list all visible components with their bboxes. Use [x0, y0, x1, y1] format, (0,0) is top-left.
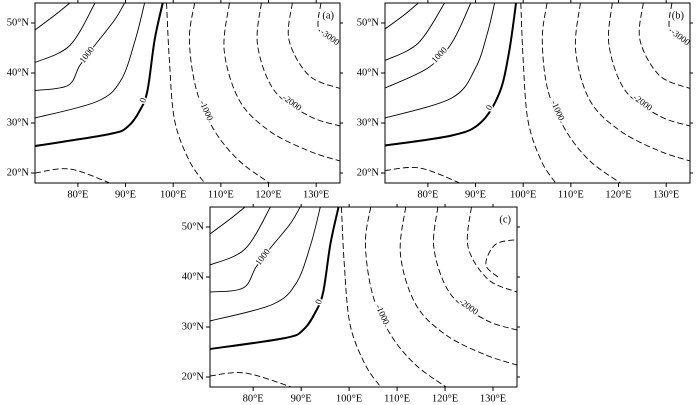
x-tick-label: 130°E — [653, 189, 679, 200]
contour-line — [35, 3, 125, 91]
y-tick-label: 20°N — [357, 167, 380, 178]
y-tick-label: 50°N — [357, 17, 380, 28]
contour-line — [210, 207, 340, 350]
contour-line — [166, 3, 206, 183]
contour-line — [210, 207, 271, 266]
contour-line — [638, 3, 690, 89]
contour-label: -2000 — [457, 296, 480, 317]
contour-label: -1000 — [374, 303, 392, 327]
contour-label: -2000 — [281, 92, 304, 113]
contour-line — [466, 207, 517, 293]
contour-line — [35, 3, 96, 63]
contour-line — [608, 3, 690, 127]
contour-label: -1000 — [198, 99, 216, 123]
x-tick-label: 130°E — [303, 189, 329, 200]
contour-line — [399, 207, 517, 366]
x-tick-label: 110°E — [558, 189, 584, 200]
x-tick-label: 90°E — [291, 393, 312, 404]
x-tick-label: 110°E — [384, 393, 410, 404]
plot-frame — [209, 206, 518, 388]
x-tick-label: 120°E — [255, 189, 281, 200]
contour-line — [210, 372, 292, 387]
y-tick-label: 50°N — [7, 17, 30, 28]
contour-line — [188, 3, 270, 183]
contour-line — [385, 167, 460, 183]
contour-line — [385, 3, 472, 89]
contour-line — [223, 3, 340, 162]
contour-line — [364, 207, 447, 387]
contour-line — [668, 3, 690, 46]
contour-line — [385, 3, 518, 147]
y-tick-label: 50°N — [182, 221, 205, 232]
y-tick-label: 40°N — [357, 67, 380, 78]
x-tick-label: 90°E — [465, 189, 486, 200]
y-tick-label: 30°N — [357, 117, 380, 128]
contour-line — [385, 3, 445, 61]
contour-line — [317, 3, 340, 46]
contour-line — [35, 3, 164, 147]
contour-line — [35, 3, 146, 119]
plot-frame — [384, 2, 691, 184]
contour-label: -2000 — [631, 92, 654, 113]
contour-line — [287, 3, 340, 89]
contour-line — [210, 207, 321, 322]
y-tick-label: 30°N — [182, 321, 205, 332]
contour-line — [256, 3, 340, 127]
panel-label: (b) — [672, 10, 685, 21]
y-tick-label: 40°N — [7, 67, 30, 78]
x-tick-label: 80°E — [67, 189, 88, 200]
y-tick-label: 20°N — [7, 167, 30, 178]
contour-line — [574, 3, 690, 162]
panel-label: (c) — [499, 214, 511, 225]
contour-line — [35, 168, 110, 183]
contour-label: -3000 — [319, 27, 342, 48]
contour-line — [520, 3, 556, 183]
plot-frame — [34, 2, 341, 184]
x-tick-label: 100°E — [160, 189, 186, 200]
x-tick-label: 120°E — [605, 189, 631, 200]
contour-line — [385, 3, 496, 119]
x-tick-label: 110°E — [208, 189, 234, 200]
x-tick-label: 100°E — [336, 393, 362, 404]
contour-line — [433, 207, 517, 331]
contour-line — [35, 3, 71, 31]
contour-label: 0 — [313, 297, 324, 305]
x-tick-label: 130°E — [480, 393, 506, 404]
contour-line — [485, 239, 517, 278]
contour-line — [210, 207, 246, 235]
contour-label: -3000 — [669, 27, 692, 48]
contour-line — [541, 3, 621, 183]
x-tick-label: 80°E — [243, 393, 264, 404]
x-tick-label: 80°E — [417, 189, 438, 200]
y-tick-label: 30°N — [7, 117, 30, 128]
contour-label: 0 — [137, 96, 148, 104]
y-tick-label: 40°N — [182, 271, 205, 282]
panel-label: (a) — [322, 10, 334, 21]
contour-line — [385, 3, 419, 30]
contour-label: 1000 — [429, 45, 449, 65]
contour-label: -1000 — [549, 99, 567, 123]
x-tick-label: 90°E — [115, 189, 136, 200]
contour-line — [340, 207, 382, 387]
contour-line — [210, 207, 301, 293]
y-tick-label: 20°N — [182, 371, 205, 382]
x-tick-label: 100°E — [510, 189, 536, 200]
x-tick-label: 120°E — [432, 393, 458, 404]
